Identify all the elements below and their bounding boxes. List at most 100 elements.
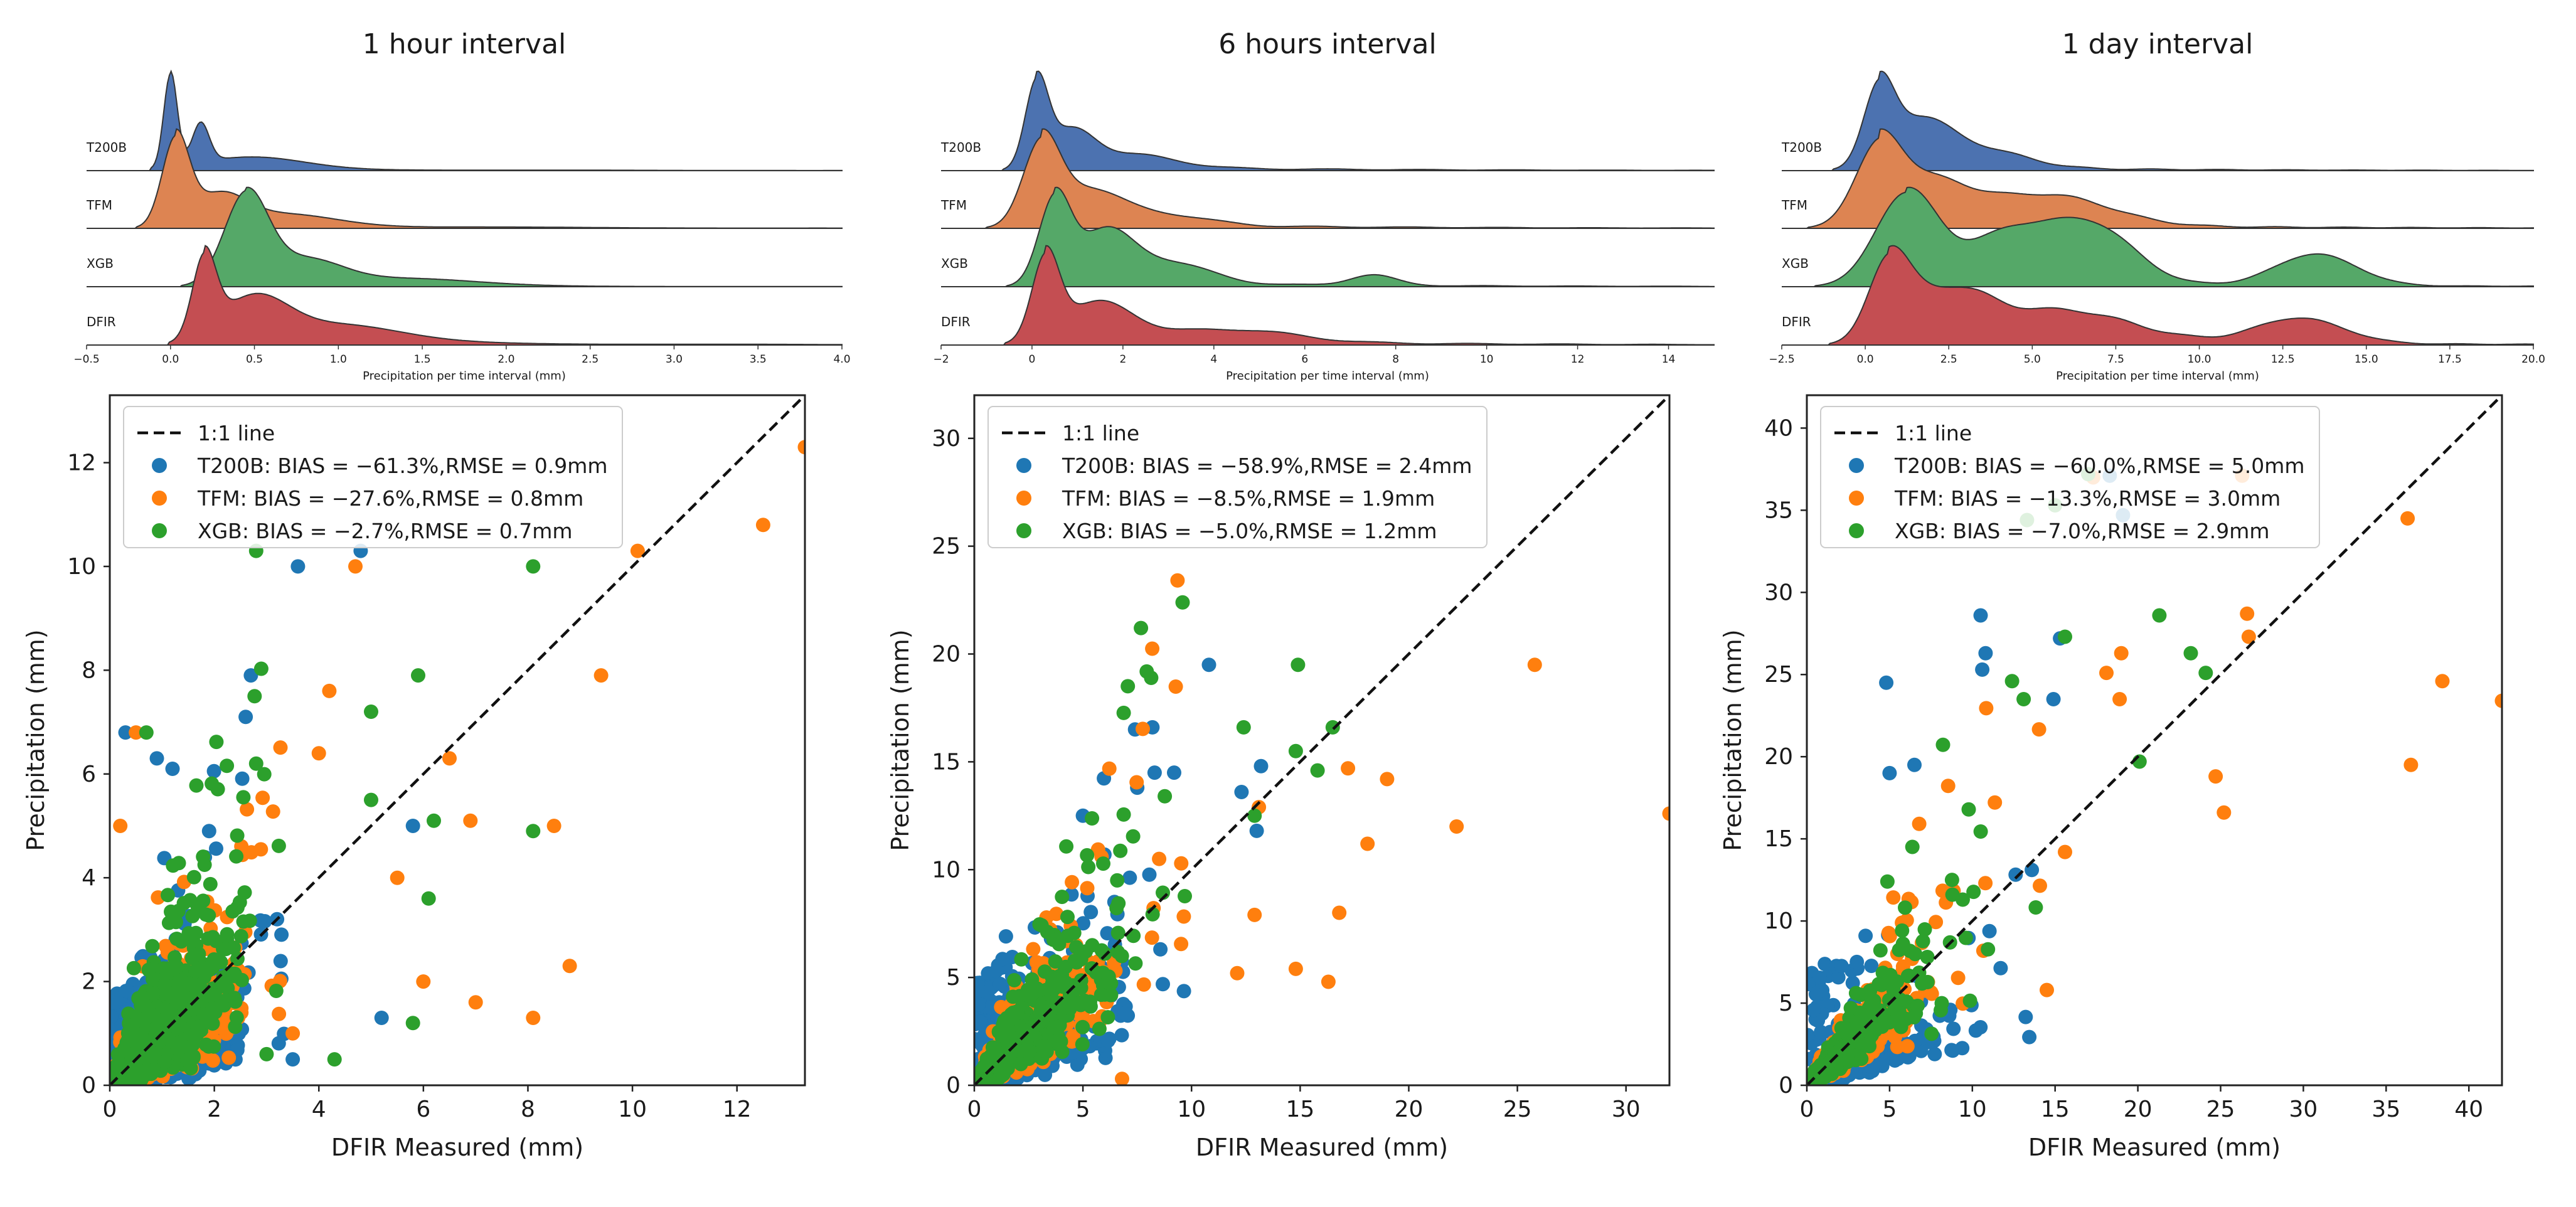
scatter-point-tfm bbox=[630, 543, 645, 558]
scatter-point-xgb bbox=[247, 689, 262, 704]
scatter-point-tfm bbox=[562, 959, 577, 974]
scatter-point-xgb bbox=[218, 942, 233, 957]
scatter-point-xgb bbox=[210, 782, 225, 797]
scatter-point-xgb bbox=[257, 767, 272, 782]
scatter-point-xgb bbox=[248, 756, 263, 771]
scatter-point-xgb bbox=[227, 991, 242, 1006]
scatter-point-t200b bbox=[405, 819, 420, 833]
scatter-point-xgb bbox=[145, 1046, 160, 1061]
scatter-point-tfm bbox=[416, 974, 431, 989]
scatter-point-xgb bbox=[225, 904, 240, 919]
scatter-point-t200b bbox=[119, 984, 134, 999]
scatter-point-xgb bbox=[214, 995, 229, 1010]
scatter-point-xgb bbox=[189, 778, 204, 793]
scatter-point-xgb bbox=[180, 1053, 195, 1068]
scatter-point-xgb bbox=[201, 1014, 216, 1029]
scatter-point-xgb bbox=[271, 838, 286, 853]
scatter-point-xgb bbox=[159, 965, 174, 981]
scatter-point-tfm bbox=[113, 819, 128, 833]
scatter-point-xgb bbox=[192, 978, 207, 993]
ridge-tick-label: 3.5 bbox=[750, 353, 767, 366]
scatter-point-tfm bbox=[285, 1026, 301, 1041]
scatter-point-xgb bbox=[209, 735, 224, 750]
scatter-point-xgb bbox=[206, 1039, 221, 1054]
scatter-point-tfm bbox=[348, 559, 363, 574]
scatter-point-tfm bbox=[463, 813, 478, 828]
scatter-point-tfm bbox=[273, 740, 288, 755]
scatter-point-xgb bbox=[145, 1033, 160, 1048]
scatter-point-t200b bbox=[110, 1009, 119, 1024]
ridge-tick-label: 1.5 bbox=[414, 353, 431, 366]
scatter-point-xgb bbox=[186, 869, 201, 885]
scatter-point-xgb bbox=[161, 1031, 176, 1046]
scatter-point-t200b bbox=[243, 668, 258, 683]
scatter-point-tfm bbox=[468, 995, 483, 1010]
scatter-point-t200b bbox=[274, 927, 289, 942]
scatter-point-xgb bbox=[124, 1033, 138, 1048]
scatter-point-t200b bbox=[118, 725, 133, 740]
scatter-point-xgb bbox=[161, 888, 175, 903]
scatter-point-tfm bbox=[526, 1011, 541, 1025]
scatter-point-t200b bbox=[206, 763, 221, 779]
scatter-point-xgb bbox=[203, 876, 218, 891]
scatter-point-t200b bbox=[257, 914, 272, 928]
scatter-point-tfm bbox=[593, 668, 609, 683]
scatter-point-tfm bbox=[311, 746, 326, 761]
scatter-point-xgb bbox=[157, 1055, 173, 1070]
scatter-point-xgb bbox=[233, 928, 248, 944]
scatter-point-xgb bbox=[228, 1019, 243, 1034]
scatter-point-xgb bbox=[411, 668, 425, 683]
scatter-point-xgb bbox=[164, 913, 179, 928]
scatter-point-xgb bbox=[166, 858, 181, 873]
scatter-point-xgb bbox=[146, 972, 160, 987]
scatter-point-tfm bbox=[390, 870, 405, 885]
scatter-point-xgb bbox=[364, 792, 378, 807]
ridge-tick-label: −0.5 bbox=[73, 353, 99, 366]
series-xgb bbox=[110, 543, 541, 1085]
scatter-point-xgb bbox=[230, 828, 245, 843]
scatter-point-tfm bbox=[322, 683, 337, 698]
ridge-tick-label: 3.0 bbox=[666, 353, 683, 366]
scatter-point-tfm bbox=[240, 802, 255, 817]
scatter-point-xgb bbox=[364, 705, 378, 719]
scatter-point-t200b bbox=[235, 771, 250, 786]
scatter-point-t200b bbox=[374, 1011, 389, 1025]
panel-title: 1 hour interval bbox=[363, 28, 567, 60]
ridge-tick-label: 0.5 bbox=[246, 353, 263, 366]
scatter-point-xgb bbox=[191, 947, 206, 962]
scatter-point-xgb bbox=[157, 977, 172, 992]
ridge-label-tfm: TFM bbox=[86, 198, 112, 213]
scatter-point-xgb bbox=[176, 896, 191, 911]
scatter-point-xgb bbox=[197, 858, 212, 872]
scatter-point-xgb bbox=[225, 967, 240, 982]
scatter-point-t200b bbox=[285, 1052, 301, 1067]
ridge-area-t200b bbox=[87, 69, 843, 171]
scatter-point-xgb bbox=[253, 661, 269, 676]
scatter-point-t200b bbox=[149, 751, 164, 766]
scatter-point-xgb bbox=[132, 1011, 147, 1026]
scatter-point-t200b bbox=[238, 710, 253, 725]
scatter-point-xgb bbox=[148, 1021, 163, 1036]
ridge-tick-label: 0.0 bbox=[162, 353, 179, 366]
scatter-point-tfm bbox=[546, 819, 562, 833]
ridge-label-dfir: DFIR bbox=[87, 314, 116, 329]
scatter-point-xgb bbox=[242, 913, 257, 928]
scatter-point-xgb bbox=[229, 849, 244, 864]
scatter-point-xgb bbox=[169, 932, 184, 946]
scatter-point-t200b bbox=[290, 559, 306, 574]
scatter-point-xgb bbox=[188, 964, 203, 979]
scatter-point-t200b bbox=[165, 762, 180, 776]
scatter-point-xgb bbox=[198, 907, 213, 922]
scatter-point-xgb bbox=[203, 987, 218, 1002]
ridge-label-t200b: T200B bbox=[86, 140, 127, 155]
ridge-area-dfir bbox=[87, 245, 843, 346]
scatter-point-tfm bbox=[129, 725, 144, 740]
scatter-point-t200b bbox=[209, 841, 223, 856]
scatter-point-tfm bbox=[265, 804, 280, 819]
scatter-point-xgb bbox=[201, 931, 216, 946]
scatter-point-xgb bbox=[145, 938, 160, 954]
ridge-tick-label: 2.0 bbox=[498, 353, 514, 366]
scatter-point-tfm bbox=[797, 440, 805, 455]
scatter-point-xgb bbox=[126, 960, 141, 976]
